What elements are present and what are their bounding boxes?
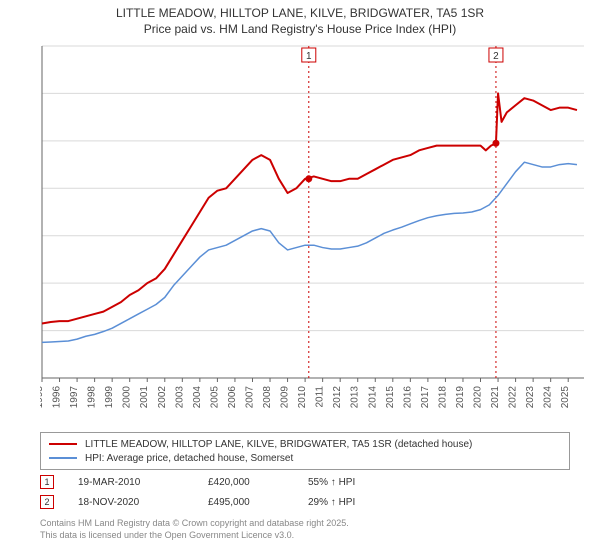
sale-date: 18-NOV-2020	[78, 497, 208, 508]
svg-text:2020: 2020	[473, 386, 484, 409]
sale-price: £420,000	[208, 477, 308, 488]
legend-label: HPI: Average price, detached house, Some…	[85, 453, 293, 464]
footer-attribution: Contains HM Land Registry data © Crown c…	[40, 518, 349, 541]
sale-row: 1 19-MAR-2010£420,00055% ↑ HPI	[40, 472, 428, 492]
svg-text:2012: 2012	[332, 386, 343, 409]
price-chart: £0£100K£200K£300K£400K£500K£600K£700K199…	[40, 42, 590, 412]
sale-delta: 29% ↑ HPI	[308, 497, 428, 508]
svg-text:2015: 2015	[385, 386, 396, 409]
svg-text:2004: 2004	[192, 386, 203, 409]
svg-text:1995: 1995	[40, 386, 45, 409]
svg-text:2022: 2022	[508, 386, 519, 409]
svg-text:2003: 2003	[174, 386, 185, 409]
sale-row: 2 18-NOV-2020£495,00029% ↑ HPI	[40, 492, 428, 512]
svg-text:2011: 2011	[315, 386, 326, 408]
svg-text:2009: 2009	[280, 386, 291, 409]
chart-title-line1: LITTLE MEADOW, HILLTOP LANE, KILVE, BRID…	[0, 0, 600, 20]
svg-text:2018: 2018	[437, 386, 448, 409]
svg-text:1998: 1998	[87, 386, 98, 409]
svg-text:2007: 2007	[244, 386, 255, 409]
svg-text:2010: 2010	[297, 386, 308, 409]
legend: LITTLE MEADOW, HILLTOP LANE, KILVE, BRID…	[40, 432, 570, 470]
svg-text:2002: 2002	[157, 386, 168, 409]
legend-label: LITTLE MEADOW, HILLTOP LANE, KILVE, BRID…	[85, 439, 472, 450]
sale-price: £495,000	[208, 497, 308, 508]
svg-text:2016: 2016	[402, 386, 413, 409]
legend-item: HPI: Average price, detached house, Some…	[49, 451, 561, 465]
sale-date: 19-MAR-2010	[78, 477, 208, 488]
legend-swatch	[49, 443, 77, 445]
svg-text:2025: 2025	[560, 386, 571, 409]
svg-text:2014: 2014	[367, 386, 378, 409]
footer-line1: Contains HM Land Registry data © Crown c…	[40, 518, 349, 530]
svg-text:2013: 2013	[350, 386, 361, 409]
svg-text:2017: 2017	[420, 386, 431, 409]
sale-marker-box: 2	[40, 495, 54, 509]
sales-table: 1 19-MAR-2010£420,00055% ↑ HPI 2 18-NOV-202…	[40, 472, 428, 512]
svg-text:2023: 2023	[525, 386, 536, 409]
svg-text:2021: 2021	[490, 386, 501, 409]
svg-text:1996: 1996	[52, 386, 63, 409]
svg-text:2: 2	[493, 51, 499, 62]
svg-text:2005: 2005	[209, 386, 220, 409]
svg-text:1999: 1999	[104, 386, 115, 409]
svg-text:2000: 2000	[122, 386, 133, 409]
svg-text:2001: 2001	[139, 386, 150, 409]
svg-text:1: 1	[306, 51, 312, 62]
legend-swatch	[49, 457, 77, 459]
chart-container: LITTLE MEADOW, HILLTOP LANE, KILVE, BRID…	[0, 0, 600, 560]
legend-item: LITTLE MEADOW, HILLTOP LANE, KILVE, BRID…	[49, 437, 561, 451]
svg-text:2006: 2006	[227, 386, 238, 409]
sale-delta: 55% ↑ HPI	[308, 477, 428, 488]
svg-text:1997: 1997	[69, 386, 80, 409]
chart-title-line2: Price paid vs. HM Land Registry's House …	[0, 20, 600, 36]
svg-text:2008: 2008	[262, 386, 273, 409]
sale-marker-box: 1	[40, 475, 54, 489]
svg-text:2019: 2019	[455, 386, 466, 409]
footer-line2: This data is licensed under the Open Gov…	[40, 530, 349, 542]
svg-text:2024: 2024	[543, 386, 554, 409]
